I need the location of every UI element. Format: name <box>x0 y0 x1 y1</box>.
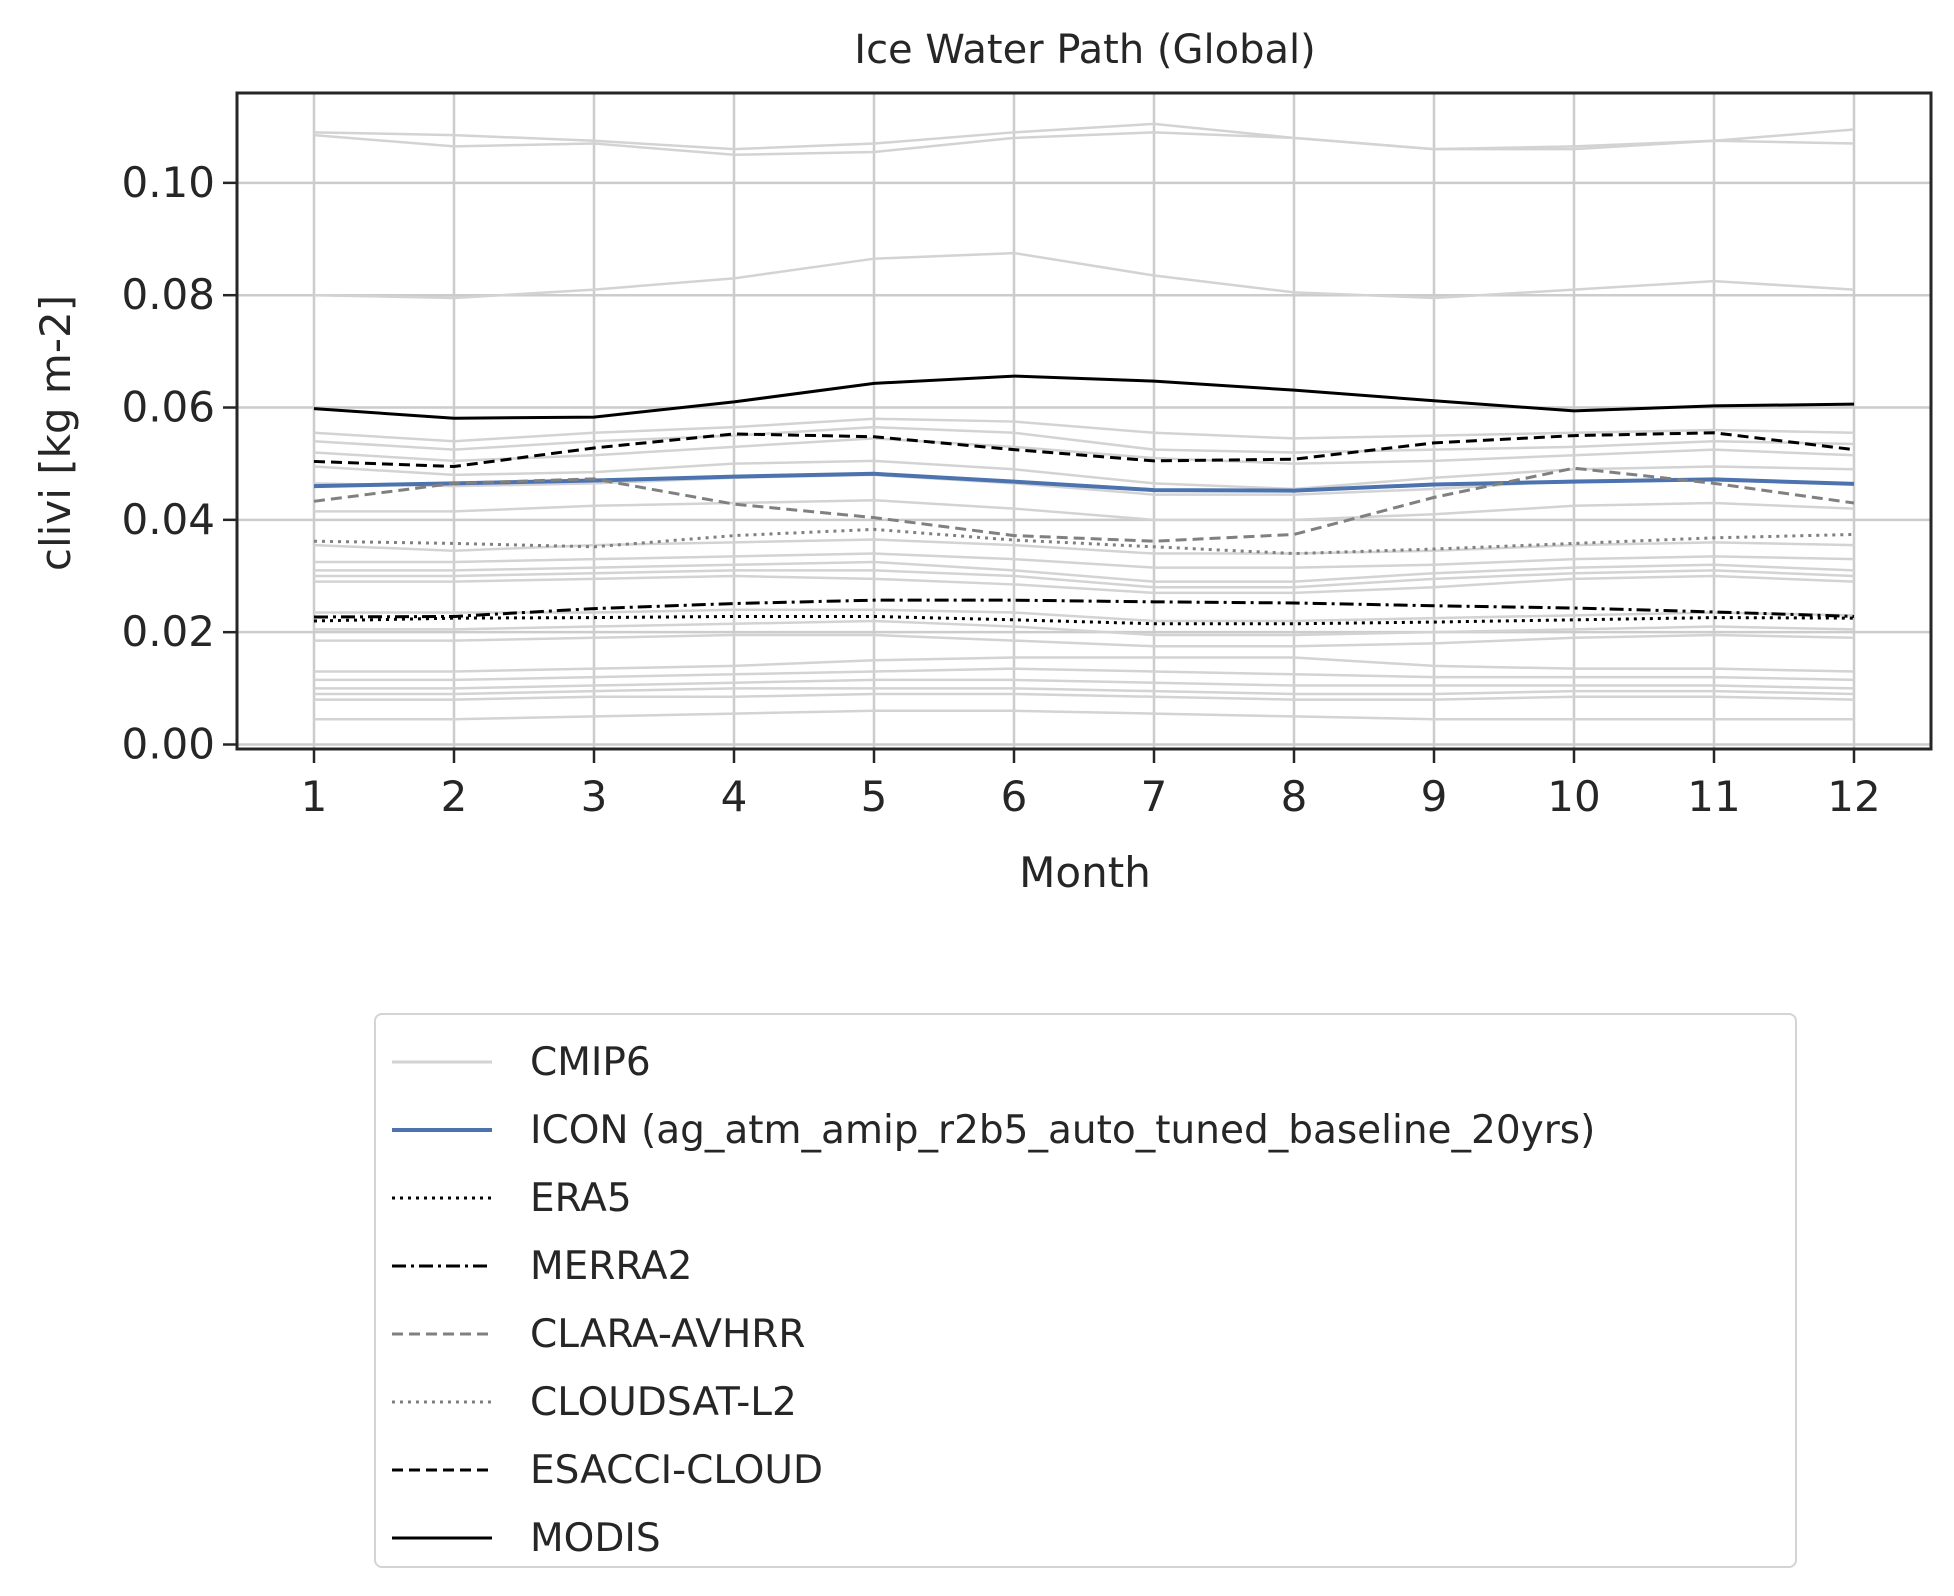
legend-label: MODIS <box>530 1515 661 1561</box>
legend-label: CMIP6 <box>530 1039 651 1085</box>
x-tick-label: 7 <box>1141 772 1168 821</box>
cmip6-series-group <box>313 122 1855 721</box>
cmip6-series-line <box>314 692 1855 701</box>
legend-item: CMIP6 <box>376 1032 651 1092</box>
x-tick-label: 2 <box>441 772 468 821</box>
chart-title: Ice Water Path (Global) <box>854 27 1315 73</box>
cmip6-series-line <box>313 131 1855 157</box>
cmip6-series-line <box>314 709 1854 721</box>
grid-lines <box>237 93 1931 749</box>
x-tick-label: 10 <box>1547 772 1600 821</box>
x-tick-label: 1 <box>301 772 328 821</box>
series-line-era5 <box>313 614 1855 626</box>
cmip6-series-line <box>314 633 1855 648</box>
x-tick-label: 3 <box>581 772 608 821</box>
legend-label: CLARA-AVHRR <box>530 1311 806 1357</box>
legend-line-swatch <box>392 1264 492 1268</box>
y-tick-label: 0.04 <box>121 495 215 544</box>
legend-item: ESACCI-CLOUD <box>376 1440 823 1500</box>
cmip6-series-line <box>314 667 1855 682</box>
line-chart: 1 2 3 4 5 6 7 8 9 10 11 120.000.020.040.060.080.10 … <box>31 27 1933 897</box>
legend-item: ERA5 <box>376 1168 632 1228</box>
legend-label: CLOUDSAT-L2 <box>530 1379 797 1425</box>
series-line-clara-avhrr <box>313 466 1855 543</box>
legend-item: MERRA2 <box>376 1236 692 1296</box>
series-lines-group <box>313 374 1855 626</box>
legend-line-swatch <box>392 1128 492 1132</box>
cmip6-series-line <box>314 569 1855 589</box>
cmip6-series-line <box>314 560 1855 583</box>
plot-frame <box>235 91 1933 751</box>
legend-label: MERRA2 <box>530 1243 693 1289</box>
cmip6-series-line <box>314 656 1855 673</box>
y-tick-label: 0.00 <box>121 720 215 769</box>
cmip6-series-line <box>314 574 1855 595</box>
cmip6-series-line <box>314 608 1855 623</box>
x-axis-label: Month <box>1019 848 1151 897</box>
cmip6-series-line <box>314 687 1855 696</box>
cmip6-series-line <box>314 678 1855 690</box>
cmip6-series-line <box>313 437 1855 465</box>
legend-label: ICON (ag_atm_amip_r2b5_auto_tuned_baseli… <box>530 1107 1596 1153</box>
legend-label: ERA5 <box>530 1175 632 1221</box>
cmip6-series-line <box>313 122 1855 151</box>
y-tick-label: 0.08 <box>121 270 215 319</box>
legend-item: CLARA-AVHRR <box>376 1304 805 1364</box>
cmip6-series-line <box>313 538 1855 555</box>
cmip6-series-line <box>313 251 1855 300</box>
series-line-esacci-cloud <box>313 431 1855 468</box>
cmip6-series-line <box>313 459 1855 491</box>
legend-item: ICON (ag_atm_amip_r2b5_auto_tuned_baseli… <box>376 1100 1595 1160</box>
legend-line-swatch <box>392 1536 492 1540</box>
legend: CMIP6 ICON (ag_atm_amip_r2b5_auto_tuned_b… <box>374 1013 1797 1568</box>
x-tick-label: 6 <box>1001 772 1028 821</box>
x-tick-label: 5 <box>861 772 888 821</box>
x-tick-label: 11 <box>1687 772 1740 821</box>
series-line-modis <box>313 374 1855 420</box>
legend-line-swatch <box>392 1400 492 1404</box>
x-tick-label: 8 <box>1281 772 1308 821</box>
series-line-cloudsat-l2 <box>313 527 1855 556</box>
cmip6-series-line <box>313 417 1855 443</box>
y-tick-label: 0.06 <box>121 383 215 432</box>
legend-line-swatch <box>392 1196 492 1200</box>
x-tick-label: 9 <box>1421 772 1448 821</box>
series-line-merra2 <box>313 598 1855 619</box>
y-tick-label: 0.10 <box>121 158 215 207</box>
cmip6-series-line <box>314 552 1855 569</box>
x-tick-label: 4 <box>721 772 748 821</box>
x-tick-label: 12 <box>1827 772 1880 821</box>
legend-line-swatch <box>392 1468 492 1472</box>
cmip6-series-line <box>313 425 1855 454</box>
cmip6-series-line <box>314 619 1855 637</box>
legend-line-swatch <box>392 1332 492 1336</box>
y-tick-label: 0.02 <box>121 607 215 656</box>
cmip6-series-line <box>314 498 1855 522</box>
axis-ticks: 1 2 3 4 5 6 7 8 9 10 11 120.000.020.040.060.080.10 <box>121 158 1880 821</box>
legend-line-swatch <box>392 1060 492 1064</box>
legend-item: CLOUDSAT-L2 <box>376 1372 797 1432</box>
legend-label: ESACCI-CLOUD <box>530 1447 823 1493</box>
y-axis-label: clivi [kg m-2] <box>31 295 80 571</box>
legend-item: MODIS <box>376 1508 661 1568</box>
